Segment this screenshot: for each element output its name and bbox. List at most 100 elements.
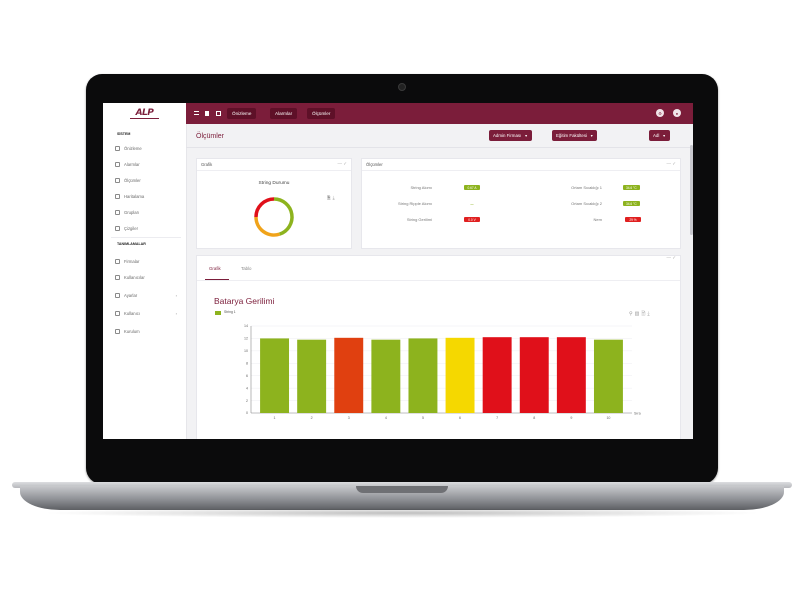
bar[interactable] [260,338,290,413]
y-tick-label: 6 [246,374,248,378]
logo[interactable]: ALP [103,103,186,124]
sidebar-item-firmalar[interactable]: Firmalar [115,256,183,266]
card-collapse-icon[interactable]: — ✓ [666,255,676,260]
menu-icon[interactable] [194,111,199,115]
active-tab-underline [205,279,229,281]
bar[interactable] [556,337,586,413]
x-tick-label: 8 [533,416,535,420]
main-content: Ölçümler Admin Firması ▼ Eğitim Fakültesi… [186,124,693,439]
group-icon [115,209,120,215]
camera [398,83,406,91]
x-tick-label: 6 [459,416,461,420]
header-divider [186,147,693,148]
sidebar-item-alarmlar[interactable]: Alarmlar [115,159,183,169]
x-tick-label: 3 [348,416,350,420]
chart-icon [115,177,120,183]
sidebar-item-kurulum[interactable]: Kurulum [115,326,183,336]
x-tick-label: 10 [606,416,610,420]
legend-label: String 1 [224,310,236,314]
tabs-divider [197,280,680,281]
section-system-label: SİSTEM [117,132,131,136]
faculty-filter-dropdown[interactable]: Eğitim Fakültesi ▼ [552,130,598,141]
bar[interactable] [593,339,623,413]
sidebar-item-cizgiler[interactable]: Çizgiler [115,223,183,233]
laptop-notch [356,486,448,493]
name-filter-dropdown[interactable]: Adl ▼ [649,130,670,141]
y-tick-label: 8 [246,361,248,365]
eye-icon [115,145,120,151]
card-collapse-icon[interactable]: — ✓ [337,161,347,166]
y-tick-label: 4 [246,386,248,390]
donut-segment[interactable] [254,216,281,237]
window-icon[interactable] [216,111,221,116]
bar[interactable] [334,337,364,413]
x-tick-label: 5 [422,416,424,420]
chart-toolbar-icons[interactable]: ⚲▥🗎⤓ [629,311,652,317]
x-axis-label: Sıra [634,412,641,416]
card-divider [197,170,351,171]
donut-title: String Durumu [258,181,290,186]
sidebar-item-ayarlar[interactable]: Ayarlar › [115,290,183,300]
caret-down-icon: ▼ [662,133,666,138]
x-tick-label: 1 [274,416,276,420]
meas-value-badge: 0.0 V [464,217,480,222]
alarm-icon [115,161,120,167]
x-tick-label: 4 [385,416,387,420]
y-tick-label: 10 [244,349,248,353]
x-tick-label: 9 [570,416,572,420]
meas-label: Nem [593,217,602,222]
grafik-card: Grafik — ✓ String Durumu 🗎⤓ [196,158,352,249]
top-bar: Önizleme Alarmlar Ölçümler ⚙ ● [186,103,693,124]
company-filter-dropdown[interactable]: Admin Firması ▼ [489,130,532,141]
y-tick-label: 12 [244,337,248,341]
donut-segment[interactable] [273,197,294,236]
bar[interactable] [408,338,438,413]
meas-label: String Gerilimi [406,217,432,222]
section-definitions-label: TANIMLAMALAR [117,242,146,246]
sidebar-item-gruplari[interactable]: Grupları [115,207,183,217]
caret-down-icon: ▼ [590,133,594,138]
card-collapse-icon[interactable]: — ✓ [666,161,676,166]
wrench-icon [115,328,120,334]
y-tick-label: 2 [246,399,248,403]
sidebar-item-kullanicilar[interactable]: Kullanıcılar [115,272,183,282]
tab-tablo[interactable]: Tablo [241,266,252,271]
page-title: Ölçümler [196,133,225,140]
legend-swatch[interactable] [215,311,221,315]
bar[interactable] [371,339,401,413]
card-icon [115,310,120,316]
map-icon [115,193,120,199]
user-avatar-icon[interactable]: ● [673,109,681,117]
tab-onizleme[interactable]: Önizleme [227,108,257,119]
scrollbar[interactable] [690,145,693,235]
download-icon[interactable]: 🗎⤓ [327,195,337,200]
donut-chart [254,197,294,237]
sidebar-item-haritalama[interactable]: Haritalama [115,191,183,201]
sidebar: ALP SİSTEM Önizleme Alarmlar Ölçümler Ha… [103,103,187,439]
tab-grafik[interactable]: Grafik [209,266,221,271]
meas-value-badge: 34.6 °C [623,201,640,206]
building-icon [115,258,120,264]
meas-value-badge: — [464,201,480,206]
measurements-card-title: Ölçümler [366,162,383,167]
meas-value-badge: 29 % [625,217,641,222]
tab-alarmlar[interactable]: Alarmlar [270,108,298,119]
meas-label: Ortam Sıcaklığı 1 [571,185,602,190]
grafik-card-title: Grafik [201,162,213,167]
meas-value-badge: 34.6 °C [623,185,640,190]
tab-olcumler[interactable]: Ölçümler [307,108,336,119]
bar[interactable] [297,339,327,413]
sidebar-item-onizleme[interactable]: Önizleme [115,143,183,153]
bar[interactable] [519,337,549,413]
sidebar-item-kullanici[interactable]: Kullanıcı › [115,308,183,318]
chart-card: — ✓ Grafik Tablo Batarya Gerilimi String… [196,255,681,439]
sidebar-item-olcumler[interactable]: Ölçümler [115,175,183,185]
flag-icon[interactable] [205,111,209,116]
bar[interactable] [445,337,475,413]
donut-segment[interactable] [254,197,275,218]
bar[interactable] [482,337,512,413]
settings-icon[interactable]: ⚙ [656,109,664,117]
meas-label: Ortam Sıcaklığı 2 [571,201,602,206]
measurements-card: Ölçümler — ✓ String Akımı 0.67 A String … [361,158,681,249]
